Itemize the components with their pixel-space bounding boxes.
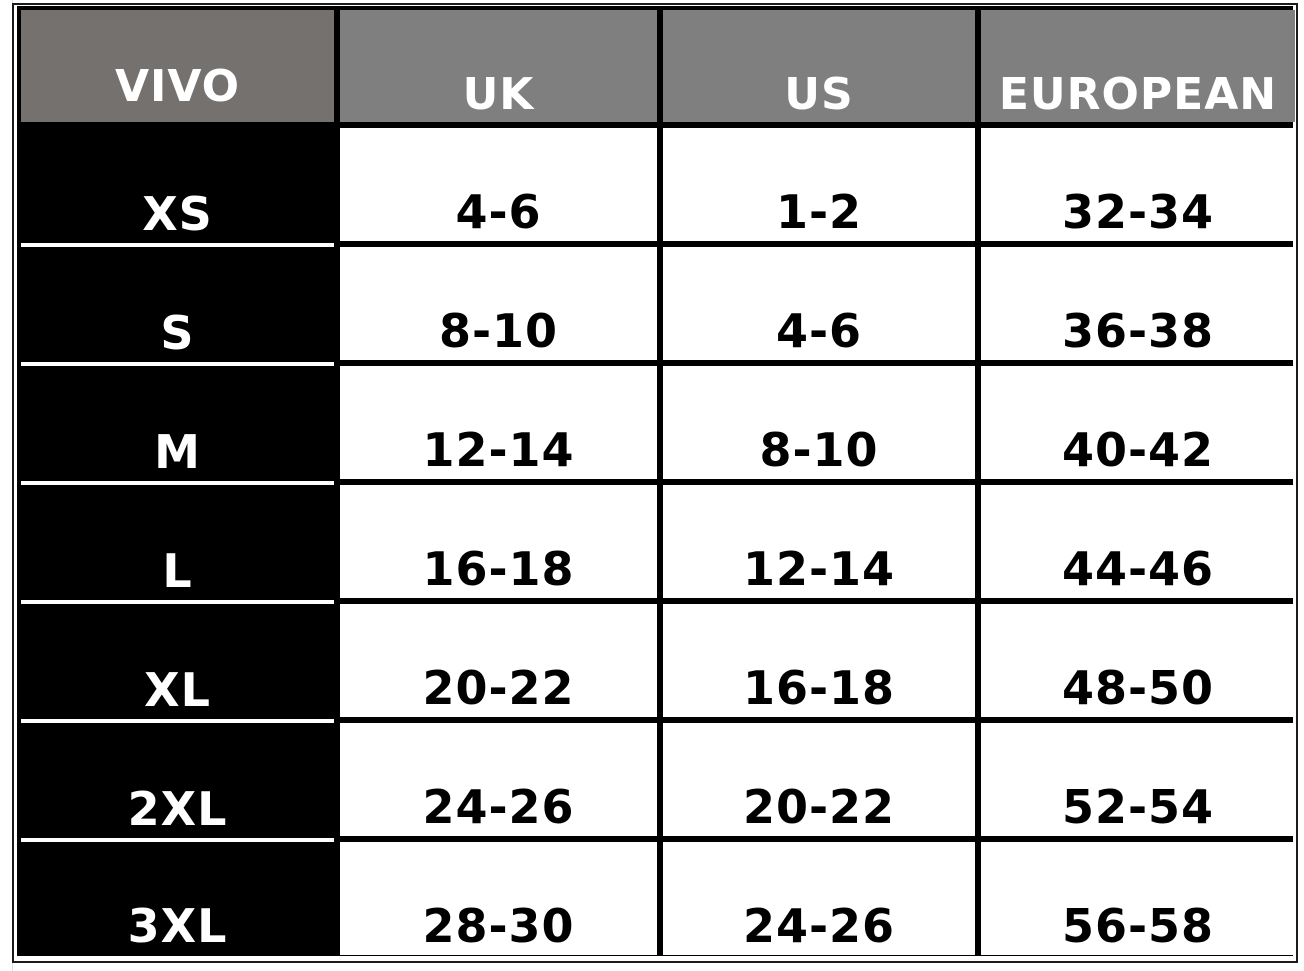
- size-label: M: [21, 366, 334, 485]
- european-size: 44-46: [981, 485, 1295, 598]
- us-size: 12-14: [663, 485, 975, 598]
- header-brand: VIVO: [21, 10, 334, 122]
- us-size: 20-22: [663, 723, 975, 836]
- size-label: L: [21, 485, 334, 604]
- header-us: US: [663, 10, 975, 122]
- size-chart-table: VIVO UK US EUROPEAN XS 4-6 1-2 32-34 S 8-10 4-…: [17, 6, 1295, 956]
- european-size: 32-34: [981, 128, 1295, 241]
- us-size: 4-6: [663, 247, 975, 360]
- european-size: 56-58: [981, 842, 1295, 955]
- european-size: 52-54: [981, 723, 1295, 836]
- us-size: 1-2: [663, 128, 975, 241]
- uk-size: 4-6: [340, 128, 657, 241]
- uk-size: 24-26: [340, 723, 657, 836]
- size-label: 3XL: [21, 842, 334, 955]
- header-european: EUROPEAN: [981, 10, 1295, 122]
- table-frame: [12, 3, 1298, 963]
- us-size: 24-26: [663, 842, 975, 955]
- european-size: 36-38: [981, 247, 1295, 360]
- uk-size: 28-30: [340, 842, 657, 955]
- uk-size: 20-22: [340, 604, 657, 717]
- header-uk: UK: [340, 10, 657, 122]
- european-size: 48-50: [981, 604, 1295, 717]
- us-size: 8-10: [663, 366, 975, 479]
- us-size: 16-18: [663, 604, 975, 717]
- european-size: 40-42: [981, 366, 1295, 479]
- size-label: XL: [21, 604, 334, 723]
- uk-size: 16-18: [340, 485, 657, 598]
- uk-size: 8-10: [340, 247, 657, 360]
- uk-size: 12-14: [340, 366, 657, 479]
- size-label: XS: [21, 128, 334, 247]
- size-label: 2XL: [21, 723, 334, 842]
- size-label: S: [21, 247, 334, 366]
